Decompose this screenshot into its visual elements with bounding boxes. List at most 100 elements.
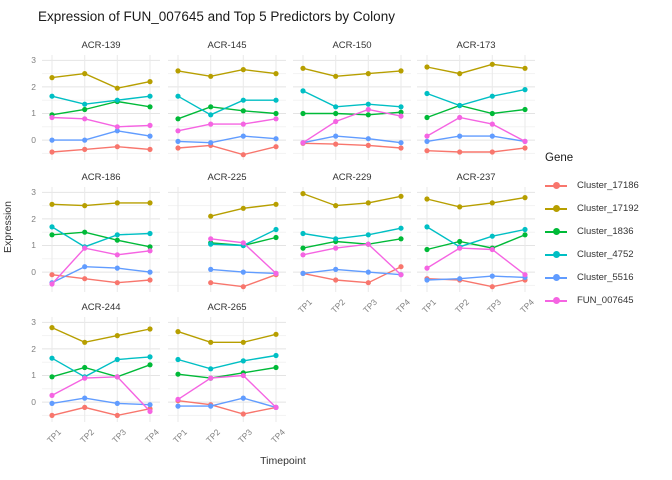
facet-strip-label: ACR-237 [456,172,496,183]
series-line-fun_007645 [302,108,402,144]
data-point-cluster_1836 [522,232,528,238]
data-point-cluster_5516 [457,276,463,282]
data-point-cluster_4752 [208,241,214,247]
data-point-cluster_1836 [273,364,279,371]
series-line-cluster_17192 [426,63,526,75]
series-line-cluster_17186 [302,142,402,149]
series-line-fun_007645 [426,247,526,276]
series-line-cluster_17186 [177,144,277,156]
legend-entry-label: Cluster_17192 [577,203,639,214]
data-point-fun_007645 [147,122,153,128]
data-point-cluster_1836 [489,110,495,117]
data-point-cluster_5516 [208,266,214,272]
x-tick-label: TP3 [361,297,380,316]
data-point-cluster_17186 [240,284,246,290]
data-point-cluster_4752 [398,225,404,231]
data-point-fun_007645 [300,252,306,258]
data-point-cluster_17186 [522,145,528,151]
series-line-cluster_4752 [302,227,402,240]
data-point-cluster_5516 [208,140,214,146]
data-point-cluster_17186 [175,145,181,151]
data-point-fun_007645 [208,375,214,381]
data-point-cluster_17186 [82,276,88,282]
facet-strip-label: ACR-225 [207,172,247,183]
data-point-cluster_4752 [424,224,430,230]
data-point-cluster_4752 [147,93,153,99]
data-point-fun_007645 [522,138,528,144]
data-point-fun_007645 [49,281,55,287]
data-point-fun_007645 [82,116,88,122]
data-point-cluster_17186 [398,264,404,270]
series-line-cluster_5516 [426,275,526,281]
series-line-cluster_4752 [177,354,277,370]
series-line-cluster_17192 [51,202,150,207]
data-point-cluster_4752 [175,356,181,363]
y-tick-label: 2 [31,213,36,224]
data-point-cluster_1836 [300,245,306,251]
data-point-cluster_4752 [333,236,339,242]
x-tick-label: TP3 [485,297,504,316]
data-point-cluster_4752 [175,93,181,99]
series-line-cluster_1836 [426,104,526,119]
series-line-cluster_17192 [426,196,526,208]
data-point-cluster_17192 [273,71,279,77]
data-point-cluster_1836 [273,110,279,117]
data-point-cluster_1836 [424,114,430,121]
series-line-cluster_17192 [177,68,277,78]
y-tick-label: 2 [31,343,36,354]
data-point-fun_007645 [398,113,404,119]
data-point-cluster_4752 [300,230,306,237]
data-point-cluster_4752 [522,226,528,233]
data-point-cluster_5516 [333,266,339,272]
data-point-cluster_17186 [147,277,153,283]
y-tick-label: 3 [31,187,36,198]
data-point-cluster_17192 [114,200,120,206]
data-point-cluster_4752 [489,93,495,99]
series-line-cluster_5516 [426,135,526,143]
data-point-cluster_17192 [147,200,153,206]
data-point-cluster_5516 [49,137,55,143]
legend-entry-label: Cluster_1836 [577,226,634,237]
legend-key-line-dot-icon [545,228,567,235]
data-point-cluster_17192 [240,205,246,211]
data-point-cluster_1836 [147,104,153,110]
data-point-cluster_17192 [489,61,495,67]
series-line-cluster_17192 [302,67,402,78]
data-point-cluster_5516 [240,269,246,275]
data-point-cluster_17192 [457,71,463,77]
x-tick-label: TP1 [44,427,64,446]
data-point-fun_007645 [208,121,214,127]
data-point-cluster_17186 [114,144,120,150]
data-point-cluster_17186 [398,145,404,151]
facet-panel-acr-229 [293,187,411,292]
data-point-cluster_4752 [365,232,371,238]
series-line-cluster_1836 [177,106,277,120]
facet-panel-acr-225 [168,187,286,292]
series-line-cluster_5516 [178,397,277,409]
data-point-cluster_17192 [49,201,55,207]
series-line-cluster_1836 [51,231,151,248]
legend-key-line-dot-icon [545,274,567,281]
series-line-cluster_17186 [177,400,277,415]
legend-key-line-dot-icon [545,205,567,212]
data-point-cluster_17186 [208,280,214,286]
data-point-fun_007645 [49,392,55,398]
series-line-cluster_5516 [177,135,277,144]
data-point-cluster_17192 [114,85,120,91]
data-point-cluster_5516 [365,269,371,275]
series-line-cluster_4752 [177,95,276,116]
data-point-cluster_17192 [175,68,181,74]
chart-title: Expression of FUN_007645 and Top 5 Predi… [38,9,395,24]
data-point-cluster_17192 [82,339,88,345]
data-point-cluster_5516 [114,128,120,134]
data-point-cluster_5516 [175,403,181,409]
data-point-cluster_17186 [147,146,153,152]
series-line-cluster_17192 [51,72,151,89]
series-line-cluster_1836 [302,238,402,249]
legend-key-line-dot-icon [545,251,567,258]
data-point-cluster_1836 [398,236,404,242]
data-point-cluster_17192 [114,333,120,339]
series-line-cluster_4752 [302,90,402,108]
data-point-cluster_17192 [208,73,214,79]
data-point-fun_007645 [175,128,181,134]
